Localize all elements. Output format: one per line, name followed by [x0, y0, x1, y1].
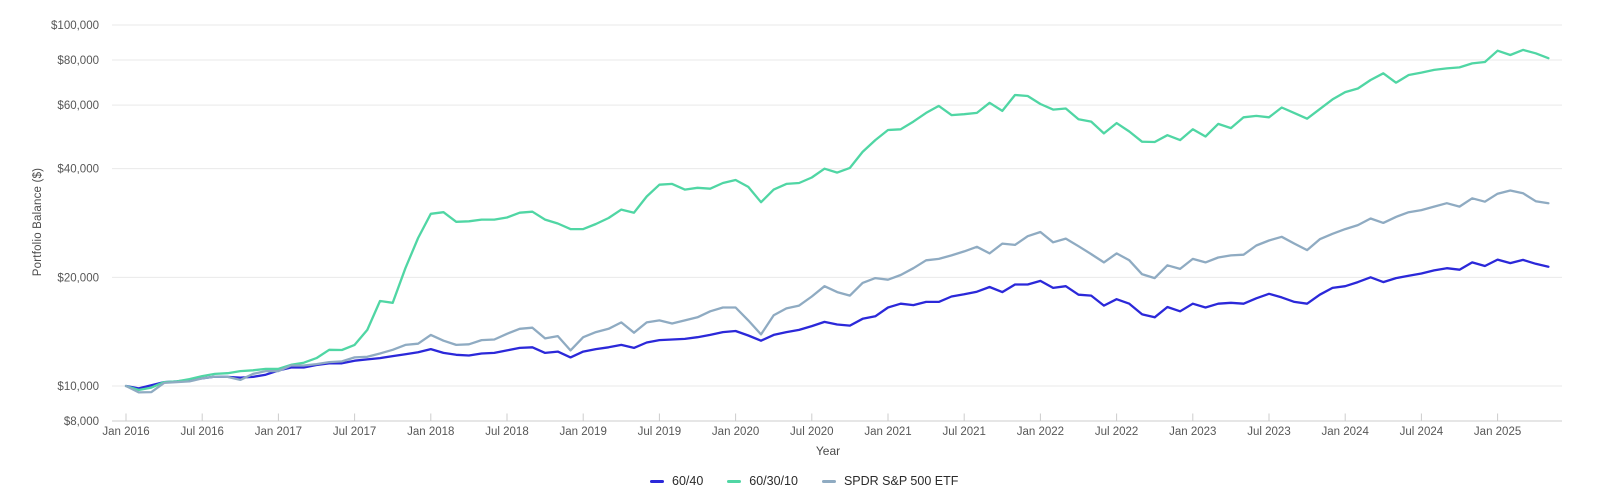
y-tick-label: $60,000: [57, 100, 99, 112]
y-tick-label: $80,000: [57, 55, 99, 67]
x-tick-label: Jan 2021: [864, 426, 911, 438]
x-tick-label: Jan 2016: [102, 426, 149, 438]
x-tick-label: Jan 2025: [1474, 426, 1521, 438]
x-tick-label: Jul 2019: [638, 426, 681, 438]
legend-item-spdr-sp500-etf[interactable]: SPDR S&P 500 ETF: [821, 474, 959, 488]
x-tick-label: Jul 2022: [1095, 426, 1138, 438]
legend-label-spdr-sp500-etf: SPDR S&P 500 ETF: [843, 474, 959, 488]
x-tick-label: Jan 2019: [560, 426, 607, 438]
x-tick-label: Jul 2016: [180, 426, 223, 438]
y-tick-label: $8,000: [64, 416, 99, 428]
series-color-swatch-spdr-sp500-etf: [821, 479, 836, 483]
chart-legend: 60/40 60/30/10 SPDR S&P 500 ETF: [650, 471, 958, 491]
x-tick-label: Jan 2017: [255, 426, 302, 438]
series-color-swatch-60-30-10: [727, 479, 742, 483]
x-tick-label: Jul 2021: [942, 426, 985, 438]
y-tick-label: $10,000: [57, 381, 99, 393]
x-tick-label: Jan 2018: [407, 426, 454, 438]
x-tick-label: Jan 2020: [712, 426, 759, 438]
x-axis-title: Year: [815, 444, 841, 458]
x-tick-label: Jan 2023: [1169, 426, 1216, 438]
legend-label-60-40: 60/40: [672, 474, 704, 488]
legend-item-60-30-10[interactable]: 60/30/10: [727, 474, 798, 488]
legend-item-60-40[interactable]: 60/40: [650, 474, 703, 488]
x-tick-label: Jul 2020: [790, 426, 833, 438]
x-tick-label: Jul 2017: [333, 426, 376, 438]
y-axis-title: Portfolio Balance ($): [32, 167, 44, 277]
series-line-60-40: [124, 258, 1550, 390]
x-tick-label: Jul 2024: [1400, 426, 1444, 438]
y-tick-label: $100,000: [51, 20, 99, 32]
x-tick-label: Jul 2023: [1247, 426, 1290, 438]
legend-label-60-30-10: 60/30/10: [749, 474, 798, 488]
series-line-spdr-s-p-500-etf: [124, 189, 1550, 394]
y-tick-label: $20,000: [57, 272, 99, 284]
x-tick-label: Jul 2018: [485, 426, 528, 438]
series-color-swatch-60-40: [650, 479, 664, 483]
y-tick-label: $40,000: [57, 164, 99, 176]
x-tick-label: Jan 2024: [1322, 426, 1370, 438]
series-line-60-30-10: [124, 48, 1550, 392]
x-tick-label: Jan 2022: [1017, 426, 1064, 438]
